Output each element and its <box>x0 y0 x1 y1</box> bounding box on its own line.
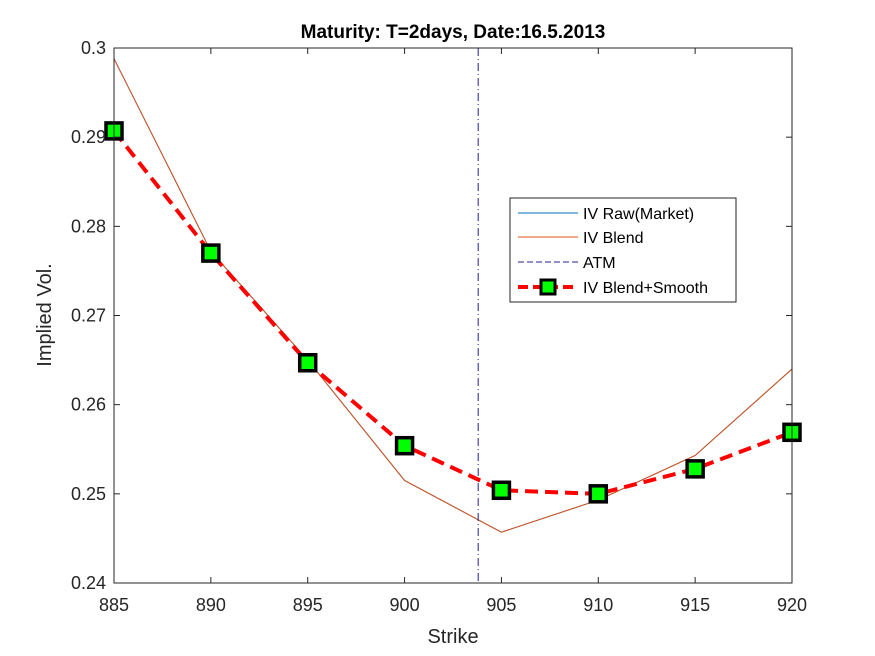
y-axis: 0.24 0.25 0.26 0.27 0.28 0.29 0.3 <box>71 38 792 593</box>
x-axis: 885 890 895 900 905 910 915 920 <box>99 48 807 615</box>
smooth-marker <box>394 435 415 456</box>
series-iv-blend-line <box>113 58 793 533</box>
legend-label-iv-blend: IV Blend <box>583 230 643 247</box>
smooth-marker <box>491 480 512 501</box>
x-tick-label: 920 <box>777 595 807 615</box>
y-axis-label: Implied Vol. <box>34 263 56 366</box>
y-tick-label: 0.26 <box>71 395 106 415</box>
x-tick-label: 915 <box>680 595 710 615</box>
chart-title: Maturity: T=2days, Date:16.5.2013 <box>301 22 606 43</box>
y-tick-label: 0.27 <box>71 306 106 326</box>
plot-background <box>114 48 792 583</box>
plot-area <box>114 48 792 583</box>
x-tick-label: 900 <box>390 595 420 615</box>
x-tick-label: 910 <box>583 595 613 615</box>
y-tick-label: 0.29 <box>71 127 106 147</box>
legend-marker-iv-blend-smooth <box>539 278 557 296</box>
y-tick-label: 0.28 <box>71 216 106 236</box>
y-tick-label: 0.3 <box>81 38 106 58</box>
x-tick-label: 890 <box>196 595 226 615</box>
smooth-marker <box>588 484 609 504</box>
legend-label-iv-blend-smooth: IV Blend+Smooth <box>583 280 708 297</box>
y-tick-label: 0.24 <box>71 573 106 593</box>
y-tick-label: 0.25 <box>71 484 106 504</box>
series-iv-blend-smooth-line <box>112 129 793 496</box>
legend: IV Raw(Market) IV Blend ATM IV Blend+Smooth <box>509 197 737 303</box>
legend-label-iv-raw: IV Raw(Market) <box>583 206 694 223</box>
x-axis-label: Strike <box>427 626 478 648</box>
x-tick-label: 895 <box>293 595 323 615</box>
x-tick-label: 905 <box>486 595 516 615</box>
legend-label-atm: ATM <box>583 255 616 272</box>
smooth-marker <box>201 243 221 263</box>
smooth-marker <box>297 353 318 373</box>
x-tick-label: 885 <box>99 595 129 615</box>
smooth-marker <box>685 459 705 479</box>
